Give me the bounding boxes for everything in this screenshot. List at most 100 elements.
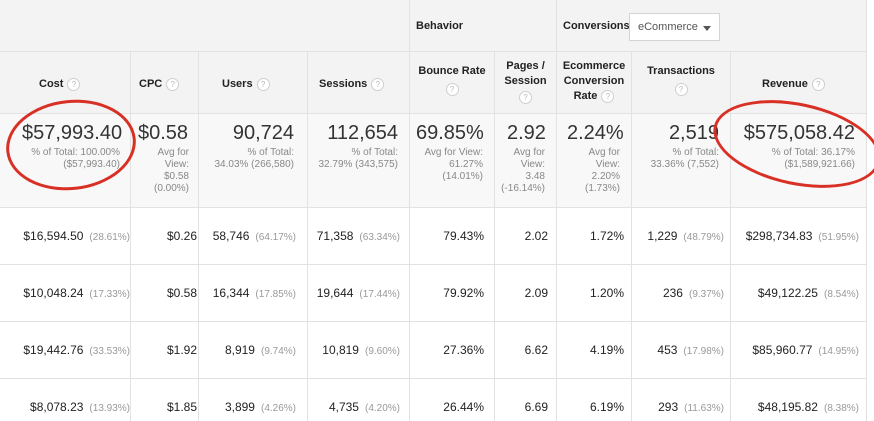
cell-bounce-rate-value: 79.43% [443, 229, 484, 243]
col-header-cost[interactable]: Cost? [39, 77, 81, 92]
summary-revenue-value: $575,058.42 [743, 122, 855, 144]
cell-bounce-rate: 26.44% [443, 400, 484, 414]
cell-revenue-value: $298,734.83 [745, 229, 813, 243]
cell-cost-value: $19,442.76 [23, 343, 84, 357]
cell-users-percent: (17.85%) [255, 289, 296, 300]
divider [409, 0, 410, 421]
cell-transactions-percent: (11.63%) [684, 403, 724, 414]
col-header-ecommerce-conversion-rate[interactable]: Ecommerce Conversion Rate? [562, 60, 626, 103]
behavior-group-label: Behavior [416, 20, 464, 32]
cell-sessions: 4,735 (4.20%) [329, 400, 400, 414]
cell-bounce-rate: 79.92% [443, 286, 484, 300]
col-header-users[interactable]: Users? [222, 77, 270, 92]
cell-sessions-percent: (9.60%) [364, 346, 400, 357]
cell-bounce-rate-value: 27.36% [443, 343, 484, 357]
cell-cpc-value: $1.92 [166, 343, 197, 357]
help-icon[interactable]: ? [445, 83, 459, 96]
divider [130, 51, 131, 421]
cell-revenue-value: $48,195.82 [757, 400, 818, 414]
cell-pages-session: 2.09 [525, 286, 548, 300]
col-header-pages-session[interactable]: Pages / Session? [504, 60, 547, 104]
col-header-revenue[interactable]: Revenue? [762, 77, 825, 92]
divider [198, 51, 199, 421]
summary-cost-detail: % of Total: 100.00% ($57,993.40) [31, 147, 120, 170]
summary-sessions-detail: % of Total: 32.79% (343,575) [318, 147, 398, 170]
cell-cost: $16,594.50 (28.61%) [23, 229, 130, 243]
cell-cost-value: $8,078.23 [30, 400, 84, 414]
cell-bounce-rate-value: 26.44% [443, 400, 484, 414]
divider [0, 378, 866, 379]
cell-users-value: 16,344 [212, 286, 250, 300]
cell-revenue: $298,734.83 (51.95%) [746, 229, 859, 243]
cell-users-value: 3,899 [224, 400, 255, 414]
cell-revenue-percent: (51.95%) [818, 232, 859, 243]
col-header-transactions[interactable]: Transactions? [647, 65, 715, 96]
cell-cost-percent: (13.93%) [89, 403, 130, 414]
help-icon[interactable]: ? [166, 77, 180, 91]
cell-bounce-rate: 79.43% [443, 229, 484, 243]
cell-users-percent: (4.26%) [260, 403, 296, 414]
cell-ecommerce-conversion-rate-value: 1.72% [589, 229, 624, 243]
conversions-select[interactable]: eCommerce [629, 13, 720, 41]
cell-users-value: 58,746 [212, 229, 250, 243]
cell-ecommerce-conversion-rate-value: 4.19% [589, 343, 624, 357]
cell-revenue: $48,195.82 (8.38%) [758, 400, 859, 414]
cell-cost-percent: (33.53%) [89, 346, 130, 357]
summary-cpc-detail: Avg for View: $0.58 (0.00%) [153, 147, 189, 194]
cell-revenue-percent: (8.38%) [823, 403, 859, 414]
cell-pages-session-value: 2.02 [524, 229, 548, 243]
cell-pages-session-value: 6.69 [524, 400, 548, 414]
cell-users: 16,344 (17.85%) [213, 286, 296, 300]
help-icon[interactable]: ? [67, 77, 81, 91]
cell-users-value: 8,919 [224, 343, 255, 357]
cell-users-percent: (64.17%) [255, 232, 296, 243]
conversions-select-value: eCommerce [638, 21, 698, 33]
cell-transactions: 236 (9.37%) [663, 286, 724, 300]
cell-sessions: 71,358 (63.34%) [317, 229, 400, 243]
cell-cpc: $1.85 [167, 400, 197, 414]
summary-pages-session-value: 2.92 [507, 122, 546, 144]
summary-bounce-rate-detail: Avg for View: 61.27% (14.01%) [424, 147, 483, 182]
summary-users-detail: % of Total: 34.03% (266,580) [214, 147, 294, 170]
help-icon[interactable]: ? [371, 77, 385, 91]
cell-ecommerce-conversion-rate: 6.19% [590, 400, 624, 414]
cell-sessions-value: 10,819 [322, 343, 359, 357]
cell-ecommerce-conversion-rate: 1.20% [590, 286, 624, 300]
cell-ecommerce-conversion-rate-value: 6.19% [589, 400, 624, 414]
cell-transactions: 293 (11.63%) [658, 400, 724, 414]
col-header-bounce-rate[interactable]: Bounce Rate? [418, 65, 486, 96]
cell-pages-session-value: 6.62 [524, 343, 548, 357]
summary-ecr-detail: Avg for View: 2.20% (1.73%) [584, 147, 620, 194]
cell-sessions-value: 4,735 [328, 400, 359, 414]
divider [556, 0, 557, 421]
cell-cpc-value: $1.85 [166, 400, 197, 414]
help-icon[interactable]: ? [519, 91, 532, 104]
cell-sessions-percent: (63.34%) [359, 232, 400, 243]
cell-revenue-percent: (8.54%) [823, 289, 859, 300]
column-header-bar [0, 51, 866, 113]
cell-transactions-value: 1,229 [647, 229, 678, 243]
divider [0, 51, 866, 52]
summary-row [0, 113, 866, 207]
cell-revenue: $85,960.77 (14.95%) [752, 343, 859, 357]
col-header-sessions[interactable]: Sessions? [319, 77, 385, 92]
cell-cpc: $0.58 [167, 286, 197, 300]
summary-cpc-value: $0.58 [138, 122, 189, 144]
cell-pages-session: 6.62 [525, 343, 548, 357]
cell-sessions: 10,819 (9.60%) [322, 343, 400, 357]
divider [494, 51, 495, 421]
cell-cost-percent: (28.61%) [89, 232, 130, 243]
help-icon[interactable]: ? [601, 89, 615, 103]
cell-users-percent: (9.74%) [260, 346, 296, 357]
col-header-cpc[interactable]: CPC? [139, 77, 180, 92]
help-icon[interactable]: ? [256, 77, 270, 91]
help-icon[interactable]: ? [674, 83, 688, 96]
summary-ecr-value: 2.24% [567, 122, 624, 144]
cell-pages-session: 2.02 [525, 229, 548, 243]
cell-ecommerce-conversion-rate: 4.19% [590, 343, 624, 357]
divider [0, 264, 866, 265]
help-icon[interactable]: ? [811, 77, 825, 91]
cell-users: 3,899 (4.26%) [225, 400, 296, 414]
summary-cost-value: $57,993.40 [22, 122, 123, 144]
summary-pages-session-detail: Avg for View: 3.48 (-16.14%) [501, 147, 545, 194]
